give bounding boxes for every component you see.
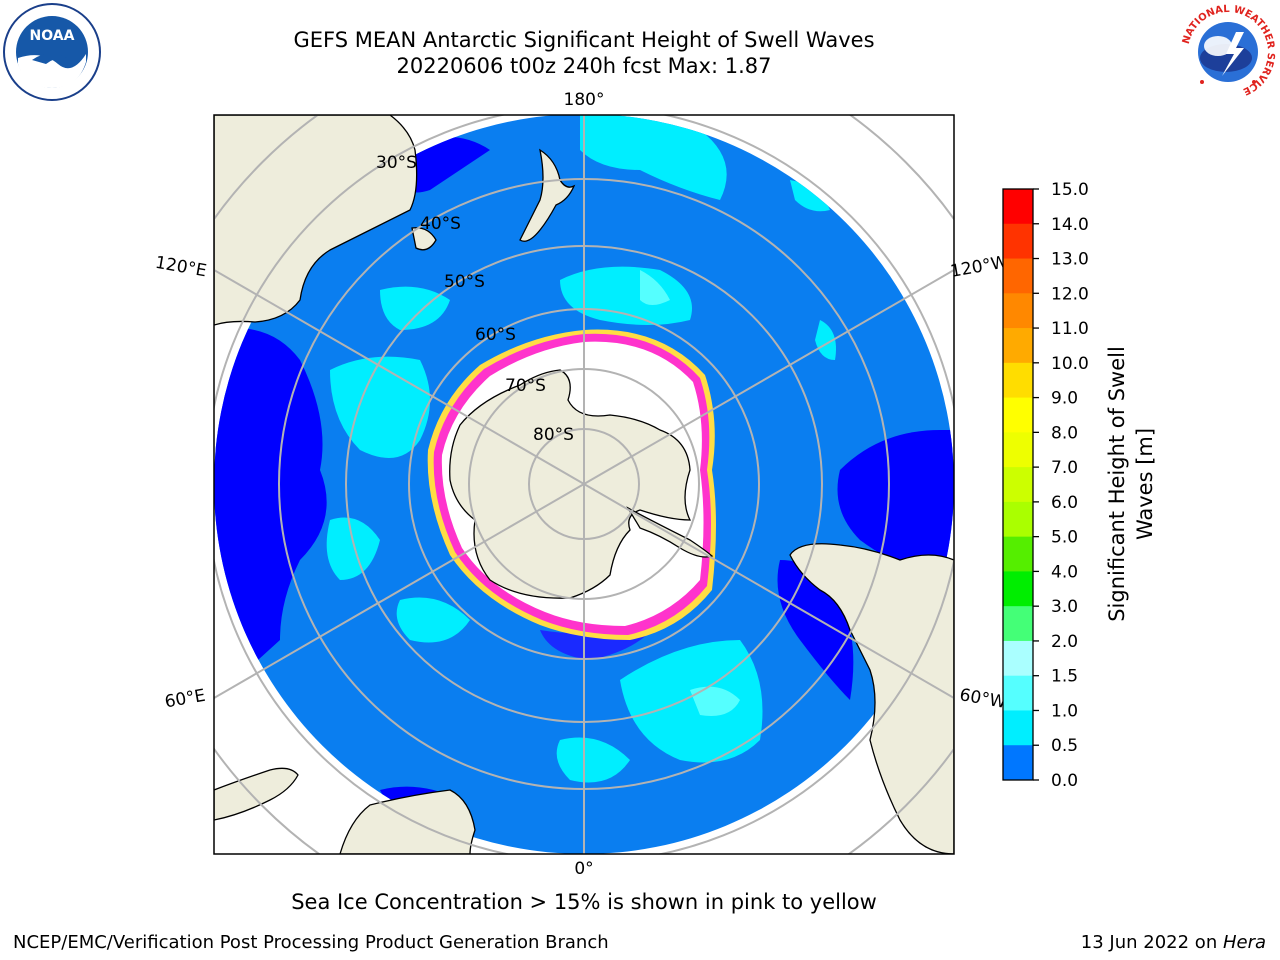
low-swell-region	[214, 328, 327, 700]
lat-label-40s: 40°S	[420, 214, 461, 234]
moderate-swell-region	[560, 266, 692, 325]
map-frame	[213, 114, 955, 855]
colorbar-swatch	[1003, 571, 1033, 607]
colorbar-swatch	[1003, 293, 1033, 329]
lat-label-80s: 80°S	[533, 425, 574, 445]
colorbar-swatch	[1003, 397, 1033, 433]
colorbar-ticks: 15.0 14.0 13.0 12.0 11.0 10.0 9.0 8.0 7.0 6.0 5.0 4…	[1033, 180, 1089, 791]
moderate-swell-region	[380, 286, 450, 330]
colorbar-swatch	[1003, 606, 1033, 642]
colorbar-swatch	[1003, 501, 1033, 538]
africa-landmass	[339, 789, 476, 854]
meridian-label-0: 0°	[574, 859, 593, 879]
colorbar-tick-label: 1.5	[1051, 667, 1078, 687]
colorbar-frame	[1002, 188, 1034, 781]
colorbar-swatch	[1003, 223, 1033, 260]
colorbar-swatch	[1003, 675, 1033, 711]
colorbar-swatch	[1003, 189, 1033, 225]
colorbar-tick-label: 11.0	[1051, 319, 1089, 339]
lat-label-50s: 50°S	[444, 272, 485, 292]
colorbar-label-line2: Waves [m]	[1133, 428, 1157, 540]
colorbar-swatch	[1003, 467, 1033, 503]
colorbar-tick-label: 3.0	[1051, 597, 1078, 617]
moderate-swell-region	[690, 686, 740, 716]
moderate-swell-region	[330, 356, 430, 458]
colorbar-label-line1: Significant Height of Swell	[1105, 346, 1129, 622]
australia-landmass	[214, 115, 418, 326]
colorbar-swatches	[1003, 189, 1033, 781]
credit-text: NCEP/EMC/Verification Post Processing Pr…	[13, 932, 609, 953]
colorbar-tick-label: 7.0	[1051, 458, 1078, 478]
sea-ice-caption: Sea Ice Concentration > 15% is shown in …	[291, 890, 877, 914]
moderate-swell-region	[790, 180, 830, 212]
colorbar-tick-label: 6.0	[1051, 493, 1078, 513]
date-value: 13 Jun 2022 on	[1080, 932, 1223, 953]
moderate-swell-region	[326, 517, 380, 580]
colorbar-tick-label: 5.0	[1051, 528, 1078, 548]
chart-subtitle: 20220606 t00z 240h fcst Max: 1.87	[396, 54, 772, 78]
colorbar-tick-label: 14.0	[1051, 215, 1089, 235]
colorbar-swatch	[1003, 362, 1033, 399]
chart-title: GEFS MEAN Antarctic Significant Height o…	[293, 28, 875, 52]
colorbar-swatch	[1003, 432, 1033, 468]
moderate-swell-region	[815, 320, 836, 360]
colorbar-tick-label: 13.0	[1051, 250, 1089, 270]
colorbar-tick-label: 2.0	[1051, 632, 1078, 652]
lat-label-30s: 30°S	[376, 153, 417, 173]
tasmania-landmass	[411, 227, 437, 251]
colorbar-swatch	[1003, 745, 1033, 781]
colorbar-tick-label: 9.0	[1051, 389, 1078, 409]
colorbar-tick-label: 1.0	[1051, 701, 1078, 721]
madagascar-landmass	[214, 767, 299, 821]
colorbar-tick-label: 12.0	[1051, 284, 1089, 304]
noaa-logo: NOAA	[3, 3, 101, 101]
south-america-landmass	[789, 543, 954, 854]
moderate-swell-region	[396, 597, 470, 643]
colorbar-tick-label: 10.0	[1051, 354, 1089, 374]
antarctica-landmass	[449, 369, 692, 599]
low-swell-region	[837, 430, 954, 580]
moderate-swell-region	[580, 115, 727, 200]
moderate-swell-region	[556, 737, 630, 783]
meridian-label-180: 180°	[564, 90, 605, 110]
colorbar-tick-label: 0.5	[1051, 736, 1078, 756]
colorbar-tick-label: 8.0	[1051, 423, 1078, 443]
moderate-swell-region	[620, 640, 763, 763]
nws-logo: NATIONAL WEATHER SERVICE	[1180, 4, 1276, 100]
colorbar-swatch	[1003, 640, 1033, 677]
colorbar-tick-label: 15.0	[1051, 180, 1089, 200]
colorbar-swatch	[1003, 710, 1033, 746]
meridian-gridlines	[214, 115, 954, 854]
colorbar-swatch	[1003, 536, 1033, 572]
lat-label-70s: 70°S	[505, 376, 546, 396]
colorbar-tick-label: 0.0	[1051, 771, 1078, 791]
noaa-logo-text: NOAA	[30, 28, 75, 44]
moderate-swell-region	[640, 270, 670, 305]
lat-label-60s: 60°S	[475, 325, 516, 345]
date-text: 13 Jun 2022 on Hera	[1081, 932, 1266, 953]
new-zealand-landmass	[519, 148, 576, 242]
machine-name: Hera	[1222, 932, 1266, 953]
colorbar-swatch	[1003, 258, 1033, 294]
colorbar-swatch	[1003, 328, 1033, 364]
colorbar-tick-label: 4.0	[1051, 562, 1078, 582]
